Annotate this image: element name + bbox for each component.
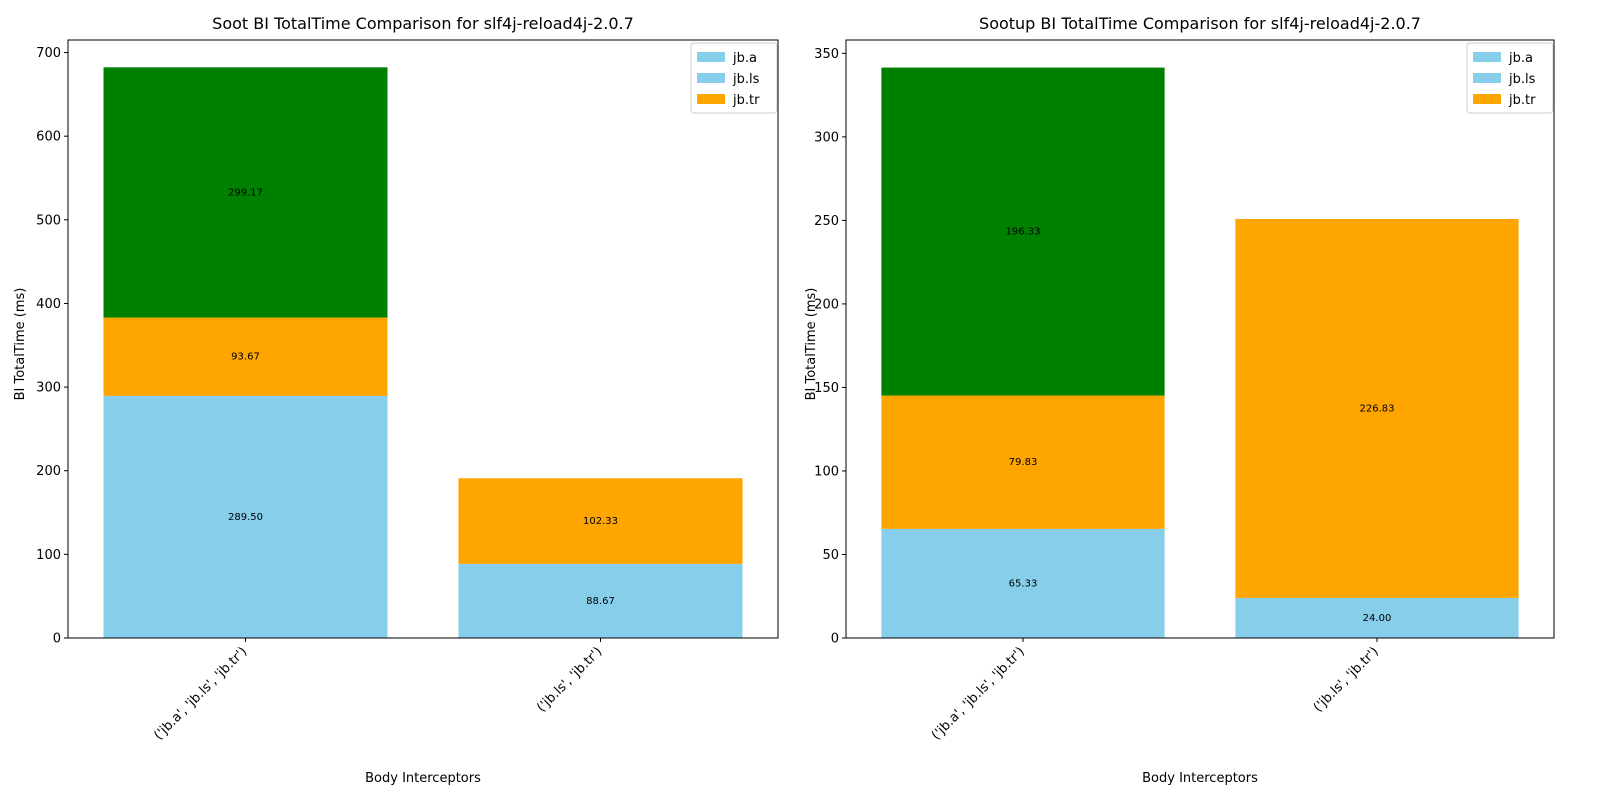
bar-value-label: 299.17 [228, 187, 263, 198]
axes-frame [67, 39, 779, 639]
legend-label: jb.tr [1508, 93, 1536, 108]
legend-item: jb.a [697, 51, 757, 66]
legend: jb.a jb.ls jb.tr [690, 42, 778, 114]
legend-swatch [1473, 52, 1501, 62]
legend-label: jb.tr [732, 93, 760, 108]
y-tick-label: 200 [814, 297, 839, 312]
bar-segment [458, 563, 743, 638]
legend-swatch [697, 94, 725, 104]
y-tick-label: 350 [814, 47, 839, 62]
y-tick-label: 700 [36, 46, 61, 61]
bar-value-label: 226.83 [1360, 403, 1395, 414]
bar-value-label: 289.50 [228, 512, 263, 523]
legend-item: jb.a [1473, 51, 1533, 66]
legend-item: jb.ls [1473, 72, 1536, 87]
bar-value-label: 65.33 [1009, 578, 1038, 589]
chart-title: Soot BI TotalTime Comparison for slf4j-r… [212, 14, 634, 33]
bar-segment [1235, 219, 1519, 598]
legend-item: jb.ls [697, 72, 760, 87]
legend-swatch [1473, 94, 1501, 104]
y-tick-label: 50 [822, 548, 839, 563]
y-tick-label: 500 [36, 213, 61, 228]
y-axis-label: BI TotalTime (ms) [804, 288, 819, 401]
legend-swatch [1473, 73, 1501, 83]
y-tick-label: 100 [36, 548, 61, 563]
legend-swatch [697, 52, 725, 62]
bar-value-label: 93.67 [231, 352, 260, 363]
legend-item: jb.tr [697, 93, 760, 108]
y-tick-label: 0 [53, 632, 61, 647]
bar-segment [1235, 597, 1519, 638]
x-axis-label: Body Interceptors [365, 771, 481, 786]
y-tick-label: 600 [36, 130, 61, 145]
legend-label: jb.a [1508, 51, 1533, 66]
y-axis-label: BI TotalTime (ms) [13, 288, 28, 401]
chart-title: Sootup BI TotalTime Comparison for slf4j… [979, 14, 1421, 33]
y-tick-label: 300 [814, 130, 839, 145]
legend-swatch [697, 73, 725, 83]
y-tick-label: 250 [814, 214, 839, 229]
legend-label: jb.a [732, 51, 757, 66]
y-tick-label: 100 [814, 464, 839, 479]
legend: jb.a jb.ls jb.tr [1466, 42, 1554, 114]
plot-area: 65.33 79.83 196.33 24.00 226.83 0 50 100 150 200 2… [814, 47, 1519, 743]
y-tick-label: 150 [814, 381, 839, 396]
bar-segment [881, 528, 1165, 638]
bar-segment [458, 478, 743, 564]
bar-value-label: 24.00 [1363, 613, 1392, 624]
y-tick-label: 400 [36, 297, 61, 312]
bar-segment [881, 67, 1165, 396]
bar-value-label: 79.83 [1009, 457, 1038, 468]
bar-segment [103, 67, 388, 318]
bar-value-label: 88.67 [586, 596, 615, 607]
legend-item: jb.tr [1473, 93, 1536, 108]
sootup-chart: Sootup BI TotalTime Comparison for slf4j… [804, 14, 1555, 786]
axes-frame [845, 39, 1555, 639]
legend-label: jb.ls [732, 72, 760, 87]
y-tick-label: 0 [831, 632, 839, 647]
bar-segment [103, 395, 388, 638]
y-tick-label: 300 [36, 381, 61, 396]
bar-segment [103, 317, 388, 396]
x-axis-label: Body Interceptors [1142, 771, 1258, 786]
bar-value-label: 102.33 [583, 516, 618, 527]
y-tick-label: 200 [36, 464, 61, 479]
bar-segment [881, 395, 1165, 529]
bar-value-label: 196.33 [1006, 227, 1041, 238]
legend-label: jb.ls [1508, 72, 1536, 87]
